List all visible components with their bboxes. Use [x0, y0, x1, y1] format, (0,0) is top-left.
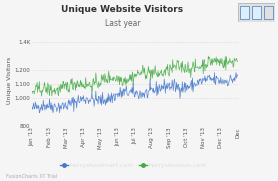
FancyBboxPatch shape: [238, 3, 275, 22]
Y-axis label: Unique Visitors: Unique Visitors: [7, 57, 12, 104]
Legend: harrysfoodmart.com, harrysfashion.com: harrysfoodmart.com, harrysfashion.com: [58, 160, 209, 171]
Text: Unique Website Visitors: Unique Website Visitors: [61, 5, 183, 14]
Text: FusionCharts XT Trial: FusionCharts XT Trial: [6, 174, 57, 179]
FancyBboxPatch shape: [264, 6, 273, 19]
Text: Last year: Last year: [105, 19, 140, 28]
FancyBboxPatch shape: [240, 6, 249, 19]
FancyBboxPatch shape: [252, 6, 261, 19]
